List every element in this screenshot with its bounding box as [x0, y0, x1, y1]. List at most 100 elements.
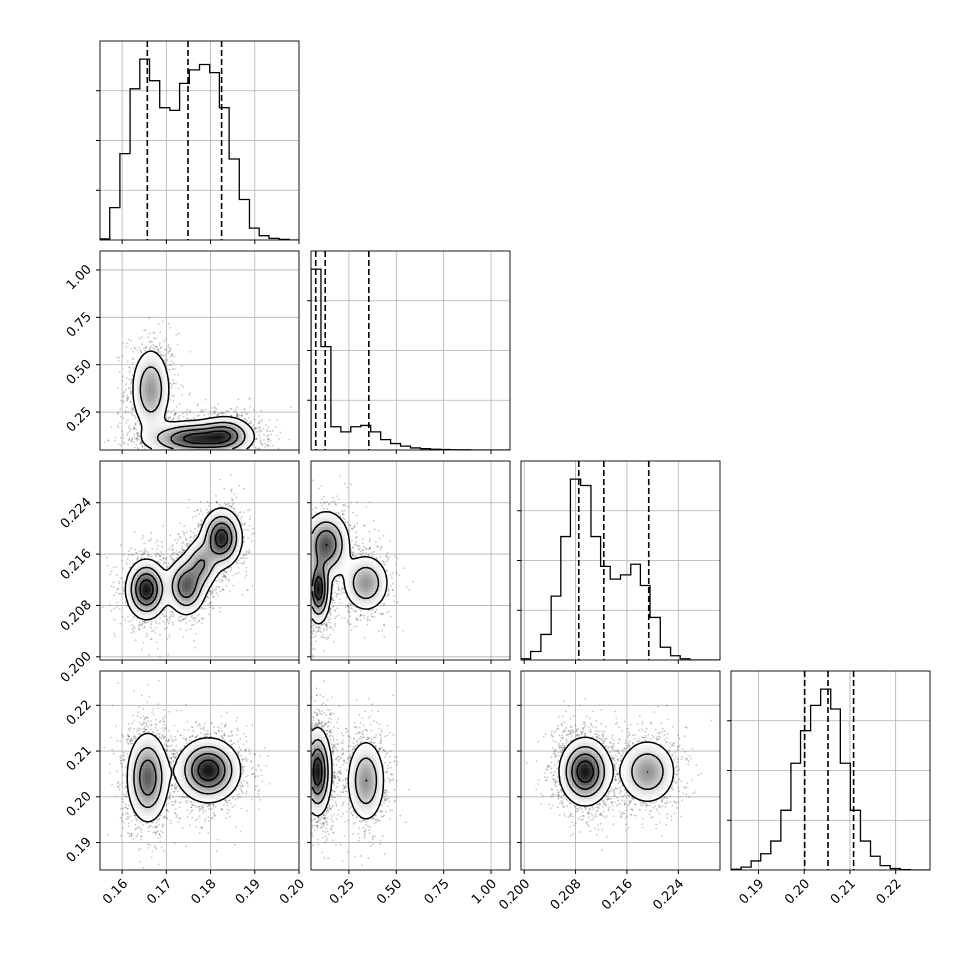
scatter-point — [137, 438, 140, 441]
scatter-point — [223, 570, 226, 573]
scatter-point — [130, 632, 133, 634]
scatter-point — [165, 338, 168, 340]
scatter-point — [177, 373, 180, 376]
scatter-point — [182, 450, 184, 452]
density-cell — [247, 441, 251, 445]
scatter-point — [106, 564, 109, 567]
scatter-point — [131, 437, 134, 440]
scatter-point — [182, 530, 185, 533]
density-cell — [159, 376, 163, 380]
scatter-point — [155, 626, 158, 629]
scatter-point — [174, 412, 177, 415]
scatter-point — [148, 340, 151, 343]
scatter-point — [264, 442, 267, 445]
scatter-point — [163, 340, 166, 342]
density-cell — [142, 359, 146, 363]
scatter-point — [264, 445, 266, 448]
density-cell — [134, 395, 138, 400]
scatter-point — [166, 359, 169, 361]
scatter-point — [181, 412, 184, 415]
density-cell — [244, 432, 249, 437]
scatter-point — [257, 415, 260, 418]
scatter-point — [139, 623, 141, 626]
density-cell — [139, 384, 143, 388]
scatter-point — [124, 601, 127, 604]
scatter-point — [235, 416, 238, 418]
density-cell — [156, 407, 160, 411]
scatter-point — [169, 348, 172, 350]
density-cell — [188, 447, 192, 450]
density-cell — [185, 430, 189, 434]
scatter-point — [269, 433, 272, 436]
density-cell — [236, 447, 240, 450]
scatter-point — [236, 415, 239, 418]
density-cell — [165, 393, 169, 397]
scatter-point — [143, 550, 146, 552]
scatter-point — [136, 557, 139, 560]
scatter-point — [262, 439, 265, 441]
density-cell — [139, 370, 143, 374]
density-cell — [145, 415, 149, 420]
density-cell — [165, 398, 169, 402]
scatter-point — [123, 589, 126, 592]
density-cell — [225, 432, 229, 437]
density-cell — [242, 435, 246, 439]
scatter-point — [180, 365, 183, 367]
density-cell — [151, 395, 155, 400]
scatter-point — [229, 408, 232, 410]
density-cell — [156, 424, 160, 428]
scatter-point — [127, 554, 130, 556]
density-cell — [142, 415, 146, 420]
scatter-point — [172, 417, 175, 420]
scatter-point — [204, 398, 207, 401]
density-cell — [239, 438, 243, 442]
density-cell — [244, 438, 249, 442]
scatter-point — [147, 555, 150, 558]
density-cell — [145, 390, 149, 394]
scatter-point — [166, 637, 169, 640]
density-cell — [156, 356, 160, 360]
scatter-point — [117, 426, 120, 429]
density-cell — [188, 421, 192, 425]
density-cell — [165, 390, 169, 394]
density-cell — [145, 424, 149, 428]
density-cell — [230, 424, 234, 428]
density-cell — [168, 447, 172, 450]
scatter-point — [178, 414, 181, 417]
scatter-point — [204, 607, 207, 610]
scatter-point — [208, 511, 211, 513]
density-cell — [159, 401, 163, 405]
density-cell — [239, 447, 243, 450]
density-cell — [208, 418, 212, 422]
scatter-point — [161, 354, 164, 357]
scatter-point — [235, 451, 237, 453]
scatter-point — [122, 400, 125, 402]
density-cell — [171, 441, 175, 445]
density-cell — [148, 359, 152, 363]
scatter-point — [221, 412, 224, 415]
scatter-point — [185, 417, 188, 420]
scatter-point — [167, 562, 170, 565]
scatter-point — [132, 629, 134, 632]
scatter-point — [208, 510, 211, 513]
scatter-point — [230, 408, 233, 410]
scatter-point — [152, 344, 155, 346]
scatter-point — [144, 621, 147, 624]
scatter-point — [176, 344, 179, 346]
scatter-point — [173, 368, 176, 370]
scatter-point — [249, 421, 252, 423]
scatter-point — [240, 415, 243, 417]
scatter-point — [267, 438, 269, 440]
density-cell — [165, 381, 169, 385]
scatter-point — [136, 617, 138, 620]
density-cell — [151, 364, 155, 368]
scatter-point — [267, 438, 269, 440]
scatter-point — [170, 410, 173, 413]
scatter-point — [222, 411, 225, 414]
density-cell — [230, 444, 234, 448]
density-cell — [145, 401, 149, 405]
scatter-point — [268, 419, 271, 421]
scatter-point — [168, 633, 171, 636]
scatter-point — [119, 544, 122, 547]
scatter-point — [238, 511, 241, 514]
